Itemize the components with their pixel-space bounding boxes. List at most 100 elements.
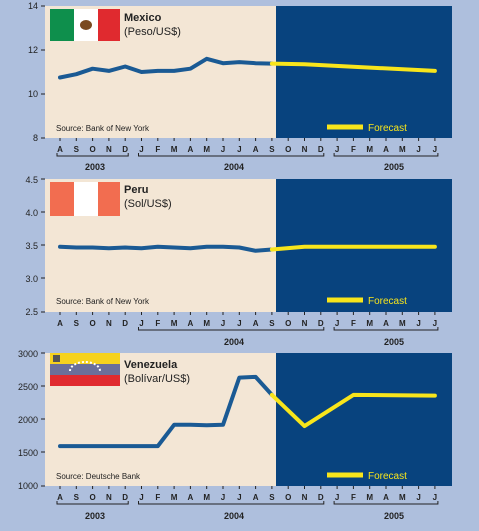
venezuela-month-label: J: [237, 493, 241, 502]
venezuela-month-label: D: [318, 493, 324, 502]
venezuela-subtitle: (Bolívar/US$): [124, 373, 190, 385]
peru-year-2004: 2004: [224, 337, 244, 347]
peru-ytick-label: 4.5: [25, 175, 38, 185]
venezuela-month-label: J: [221, 493, 225, 502]
venezuela-year-2003: 2003: [85, 511, 105, 521]
peru-month-label: M: [203, 319, 210, 328]
venezuela-panel: Venezuela (Bolívar/US$) Source: Deutsche…: [18, 349, 452, 521]
peru-subtitle: (Sol/US$): [124, 198, 172, 210]
venezuela-month-label: D: [122, 493, 128, 502]
venezuela-month-label: A: [188, 493, 194, 502]
mexico-ytick-label: 14: [28, 1, 38, 11]
peru-month-label: J: [221, 319, 225, 328]
peru-month-label: N: [106, 319, 112, 328]
venezuela-history-line: [58, 374, 274, 449]
mexico-month-label: J: [139, 145, 143, 154]
mexico-history-line: [58, 56, 274, 80]
mexico-month-label: M: [366, 145, 373, 154]
venezuela-month-label: F: [351, 493, 356, 502]
mexico-year-bracket: [333, 153, 439, 157]
venezuela-month-label: J: [416, 493, 420, 502]
venezuela-month-label: A: [253, 493, 259, 502]
peru-ytick-label: 3.0: [25, 274, 38, 284]
peru-month-label: O: [285, 319, 291, 328]
peru-forecast-label: Forecast: [368, 296, 407, 307]
peru-year-2005: 2005: [384, 337, 404, 347]
venezuela-month-label: F: [155, 493, 160, 502]
peru-month-label: F: [351, 319, 356, 328]
venezuela-month-label: N: [302, 493, 308, 502]
venezuela-month-label: N: [106, 493, 112, 502]
peru-month-label: J: [433, 319, 437, 328]
mexico-month-label: N: [302, 145, 308, 154]
mexico-y-ticks: 14 12 10 8: [28, 1, 45, 143]
peru-year-bracket: [138, 327, 325, 331]
venezuela-ytick-label: 2500: [18, 382, 38, 392]
peru-year-bracket: [333, 327, 439, 331]
peru-month-label: D: [122, 319, 128, 328]
peru-forecast-line: [269, 244, 437, 252]
peru-month-label: O: [89, 319, 95, 328]
mexico-month-label: J: [335, 145, 339, 154]
venezuela-month-label: J: [335, 493, 339, 502]
mexico-month-label: N: [106, 145, 112, 154]
mexico-month-label: J: [221, 145, 225, 154]
venezuela-title: Venezuela: [124, 359, 178, 371]
mexico-ytick-label: 8: [33, 133, 38, 143]
peru-month-label: D: [318, 319, 324, 328]
venezuela-month-label: M: [399, 493, 406, 502]
peru-ytick-label: 4.0: [25, 208, 38, 218]
mexico-month-label: A: [383, 145, 389, 154]
venezuela-month-label: J: [139, 493, 143, 502]
venezuela-forecast-area: [276, 353, 452, 486]
venezuela-month-label: J: [433, 493, 437, 502]
venezuela-ytick-label: 3000: [18, 349, 38, 359]
mexico-month-label: J: [416, 145, 420, 154]
peru-title: Peru: [124, 184, 148, 196]
venezuela-month-label: A: [383, 493, 389, 502]
mexico-title: Mexico: [124, 12, 162, 24]
venezuela-year-bracket: [333, 501, 439, 505]
mexico-year-2004: 2004: [224, 162, 244, 172]
mexico-year-bracket: [138, 153, 325, 157]
mexico-ytick-label: 10: [28, 89, 38, 99]
mexico-year-2005: 2005: [384, 162, 404, 172]
venezuela-month-label: O: [89, 493, 95, 502]
peru-source: Source: Bank of New York: [56, 297, 150, 306]
venezuela-forecast-line: [269, 392, 437, 429]
mexico-month-label: A: [57, 145, 63, 154]
mexico-year-2003: 2003: [85, 162, 105, 172]
peru-month-label: M: [171, 319, 178, 328]
peru-month-label: J: [237, 319, 241, 328]
peru-month-label: S: [74, 319, 80, 328]
venezuela-month-label: S: [269, 493, 275, 502]
peru-ytick-label: 2.5: [25, 307, 38, 317]
venezuela-flag: [50, 353, 120, 386]
peru-month-label: M: [366, 319, 373, 328]
venezuela-month-label: S: [74, 493, 80, 502]
mexico-month-label: J: [433, 145, 437, 154]
mexico-month-label: F: [351, 145, 356, 154]
venezuela-ytick-label: 1500: [18, 448, 38, 458]
mexico-month-label: F: [155, 145, 160, 154]
mexico-subtitle: (Peso/US$): [124, 26, 181, 38]
peru-month-label: J: [335, 319, 339, 328]
venezuela-ytick-label: 2000: [18, 415, 38, 425]
mexico-month-label: O: [89, 145, 95, 154]
mexico-month-label: S: [74, 145, 80, 154]
peru-month-label: A: [383, 319, 389, 328]
peru-month-label: J: [139, 319, 143, 328]
venezuela-year-2005: 2005: [384, 511, 404, 521]
peru-month-label: N: [302, 319, 308, 328]
peru-month-label: F: [155, 319, 160, 328]
mexico-month-label: S: [269, 145, 275, 154]
venezuela-year-2004: 2004: [224, 511, 244, 521]
peru-history-line: [58, 244, 274, 253]
venezuela-y-ticks: 3000 2500 2000 1500 1000: [18, 349, 45, 491]
mexico-panel: Mexico (Peso/US$) Source: Bank of New Yo…: [28, 1, 452, 172]
mexico-month-label: A: [188, 145, 194, 154]
